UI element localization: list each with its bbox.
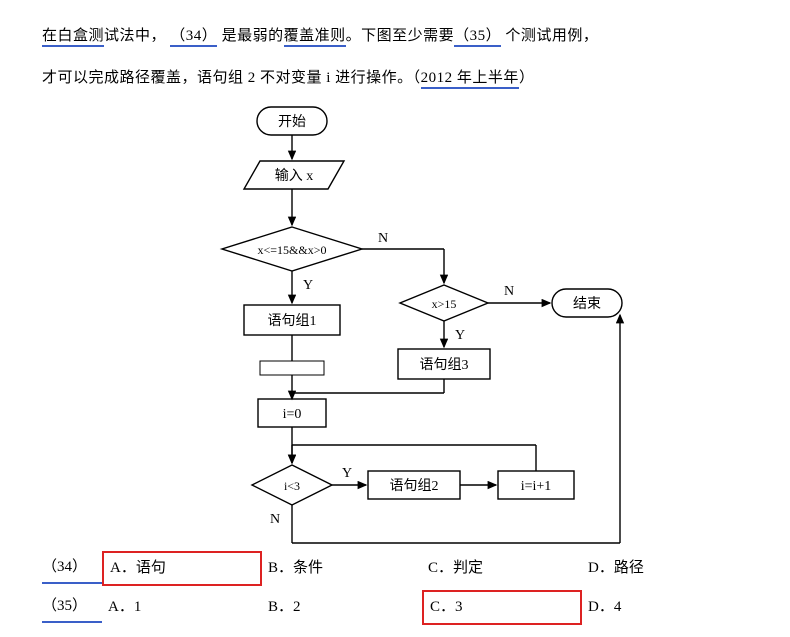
svg-text:语句组3: 语句组3 — [420, 357, 469, 373]
svg-text:输入 x: 输入 x — [275, 168, 314, 184]
svg-text:N: N — [378, 231, 388, 246]
blank-35: （35） — [454, 28, 501, 47]
svg-text:i=i+1: i=i+1 — [521, 479, 552, 494]
svg-text:语句组2: 语句组2 — [390, 478, 439, 494]
svg-text:x<=15&&x>0: x<=15&&x>0 — [258, 243, 327, 257]
exam-year: 2012 年上半年 — [421, 70, 519, 89]
opt-34-c[interactable]: C．判定 — [422, 553, 582, 584]
svg-text:Y: Y — [342, 466, 352, 481]
opt-34-d[interactable]: D．路径 — [582, 553, 742, 584]
svg-text:N: N — [504, 284, 514, 299]
svg-text:开始: 开始 — [278, 114, 306, 130]
row-num-35: （35） — [42, 593, 102, 623]
svg-text:x>15: x>15 — [432, 297, 457, 311]
opt-35-c[interactable]: C．3 — [422, 590, 582, 625]
svg-text:Y: Y — [303, 278, 313, 293]
svg-text:Y: Y — [455, 328, 465, 343]
svg-text:N: N — [270, 512, 280, 527]
svg-text:语句组1: 语句组1 — [268, 313, 317, 329]
answer-options: （34） A．语句 B．条件 C．判定 D．路径 （35） A．1 B．2 C．… — [0, 547, 790, 625]
options-row-34: （34） A．语句 B．条件 C．判定 D．路径 — [42, 551, 748, 586]
opt-35-a[interactable]: A．1 — [102, 592, 262, 623]
row-num-34: （34） — [42, 554, 102, 584]
options-row-35: （35） A．1 B．2 C．3 D．4 — [42, 590, 748, 625]
phrase-whitebox: 在 — [42, 28, 58, 47]
svg-text:i=0: i=0 — [283, 407, 302, 422]
opt-34-a[interactable]: A．语句 — [102, 551, 262, 586]
opt-35-b[interactable]: B．2 — [262, 592, 422, 623]
flowchart: 开始 输入 x x<=15&&x>0 Y N 语句组1 x>15 — [152, 103, 712, 563]
phrase-coverage: 覆盖准则 — [284, 28, 346, 47]
question-line1: 在白盒测试法中， （34） 是最弱的覆盖准则。下图至少需要（35） 个测试用例， — [42, 23, 748, 50]
opt-34-b[interactable]: B．条件 — [262, 553, 422, 584]
question-line2: 才可以完成路径覆盖，语句组 2 不对变量 i 进行操作。（2012 年上半年） — [42, 65, 748, 92]
opt-35-d[interactable]: D．4 — [582, 592, 742, 623]
svg-text:结束: 结束 — [573, 296, 601, 312]
blank-34: （34） — [170, 28, 217, 47]
svg-text:i<3: i<3 — [284, 479, 300, 493]
